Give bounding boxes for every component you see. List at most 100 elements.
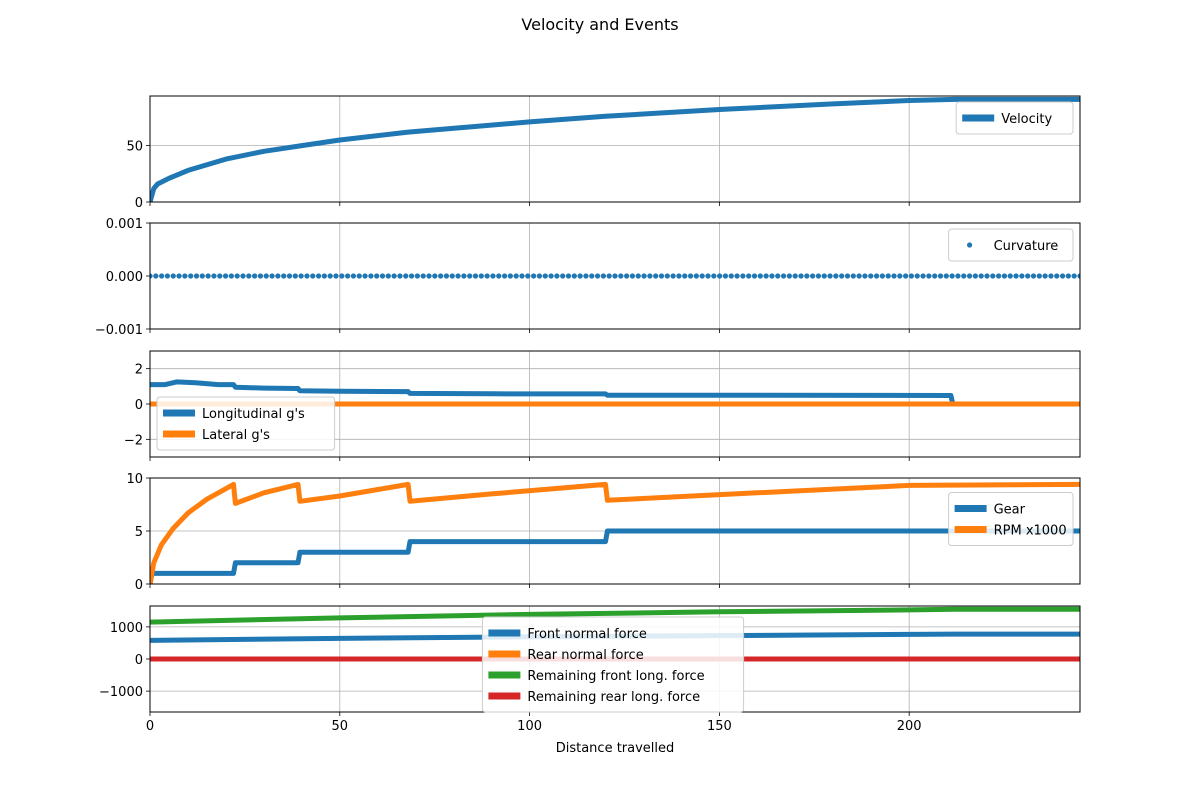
forces-xticklabel-4: 200: [897, 719, 922, 734]
gear_rpm-legend: Gear RPM x1000: [948, 492, 1074, 546]
curvature-point-86: [647, 273, 653, 279]
curvature-point-54: [461, 273, 467, 279]
subplots: 050Velocity−0.0010.0000.001Curvature−202…: [95, 95, 1081, 756]
curvature-point-142: [972, 273, 978, 279]
curvature-point-130: [903, 273, 909, 279]
curvature-point-158: [1065, 273, 1071, 279]
curvature-point-124: [868, 273, 874, 279]
curvature-point-27: [304, 273, 310, 279]
curvature-point-94: [693, 273, 699, 279]
curvature-point-12: [217, 273, 223, 279]
curvature-point-111: [792, 273, 798, 279]
curvature-point-55: [467, 273, 473, 279]
curvature-point-58: [484, 273, 490, 279]
curvature-point-7: [188, 273, 194, 279]
curvature-point-157: [1059, 273, 1066, 279]
curvature-point-67: [536, 273, 543, 279]
curvature-point-93: [687, 273, 694, 279]
curvature-point-112: [798, 273, 804, 279]
forces-legend-label-0: Front normal force: [527, 627, 646, 642]
curvature-point-127: [885, 273, 891, 279]
curvature-point-9: [199, 273, 205, 279]
forces-xlabel: Distance travelled: [556, 741, 675, 756]
curvature-point-116: [821, 273, 827, 279]
curvature-point-40: [379, 273, 386, 279]
gforces-series-0: [150, 379, 1080, 407]
curvature-point-61: [501, 273, 508, 279]
curvature-point-106: [763, 273, 769, 279]
curvature-point-119: [839, 273, 845, 279]
gear_rpm-yticklabel-0: 0: [135, 578, 143, 593]
velocity-axes: 0 50 Velocity: [126, 95, 1081, 211]
curvature-point-139: [955, 273, 961, 279]
curvature-point-151: [1025, 273, 1031, 279]
forces-yticklabel-0: −1000: [99, 685, 143, 700]
curvature-series-group: [150, 273, 1080, 279]
curvature-point-138: [949, 273, 955, 279]
curvature-point-60: [496, 273, 502, 279]
curvature-yticklabel-0: −0.001: [95, 323, 143, 338]
curvature-point-5: [176, 273, 182, 279]
curvature-point-1: [153, 273, 159, 279]
curvature-point-78: [600, 273, 606, 279]
curvature-point-56: [472, 273, 479, 279]
curvature-point-118: [833, 273, 839, 279]
curvature-yticklabel-2: 0.001: [106, 217, 143, 232]
curvature-legend-marker-0: [967, 242, 973, 248]
curvature-point-25: [292, 273, 298, 279]
velocity-yticklabel-0: 0: [135, 196, 143, 211]
curvature-point-128: [891, 273, 897, 279]
curvature-point-65: [525, 273, 531, 279]
forces-legend: Front normal force Rear normal force Remai…: [481, 616, 745, 713]
curvature-point-28: [310, 273, 316, 279]
curvature-point-45: [408, 273, 415, 279]
curvature-point-90: [670, 273, 676, 279]
curvature-point-134: [926, 273, 932, 279]
curvature-point-14: [228, 273, 234, 279]
curvature-point-76: [589, 273, 595, 279]
curvature-point-41: [385, 273, 391, 279]
forces-axes: 0 50 100 150 200 −1000 0 1000 Distance travelled…: [99, 605, 1081, 756]
curvature-point-48: [426, 273, 432, 279]
curvature-point-43: [397, 273, 403, 279]
curvature-point-117: [827, 273, 833, 279]
curvature-point-70: [554, 273, 560, 279]
velocity-series-0: [150, 96, 1080, 202]
curvature-yticklabel-1: 0.000: [106, 270, 143, 285]
gforces-yticklabel-1: 0: [135, 398, 143, 413]
curvature-point-6: [182, 273, 188, 279]
curvature-point-99: [722, 273, 729, 279]
curvature-point-129: [897, 273, 903, 279]
curvature-point-11: [211, 273, 217, 279]
curvature-axes: −0.001 0.000 0.001 Curvature: [95, 217, 1081, 338]
curvature-point-26: [298, 273, 304, 279]
forces-yticklabel-2: 1000: [110, 621, 143, 636]
curvature-legend: Curvature: [948, 228, 1074, 262]
curvature-point-46: [414, 273, 420, 279]
forces-yticklabel-1: 0: [135, 653, 143, 668]
curvature-point-131: [908, 273, 915, 279]
curvature-point-66: [531, 273, 537, 279]
curvature-point-105: [757, 273, 763, 279]
forces-legend-label-2: Remaining front long. force: [527, 669, 704, 684]
curvature-point-159: [1071, 273, 1077, 279]
gear_rpm-series-0: [150, 528, 1080, 584]
curvature-point-98: [717, 273, 723, 279]
curvature-point-97: [711, 273, 717, 279]
curvature-point-152: [1030, 273, 1037, 279]
curvature-point-125: [873, 273, 880, 279]
curvature-point-38: [368, 273, 374, 279]
curvature-point-79: [606, 273, 612, 279]
curvature-point-147: [1001, 273, 1008, 279]
curvature-point-154: [1042, 273, 1048, 279]
curvature-point-73: [571, 273, 577, 279]
gforces-legend-label-0: Longitudinal g's: [202, 407, 305, 422]
curvature-point-37: [362, 273, 368, 279]
curvature-point-19: [257, 273, 264, 279]
curvature-point-121: [850, 273, 856, 279]
curvature-point-10: [205, 273, 211, 279]
curvature-point-75: [583, 273, 589, 279]
curvature-point-104: [751, 273, 758, 279]
curvature-point-74: [577, 273, 583, 279]
